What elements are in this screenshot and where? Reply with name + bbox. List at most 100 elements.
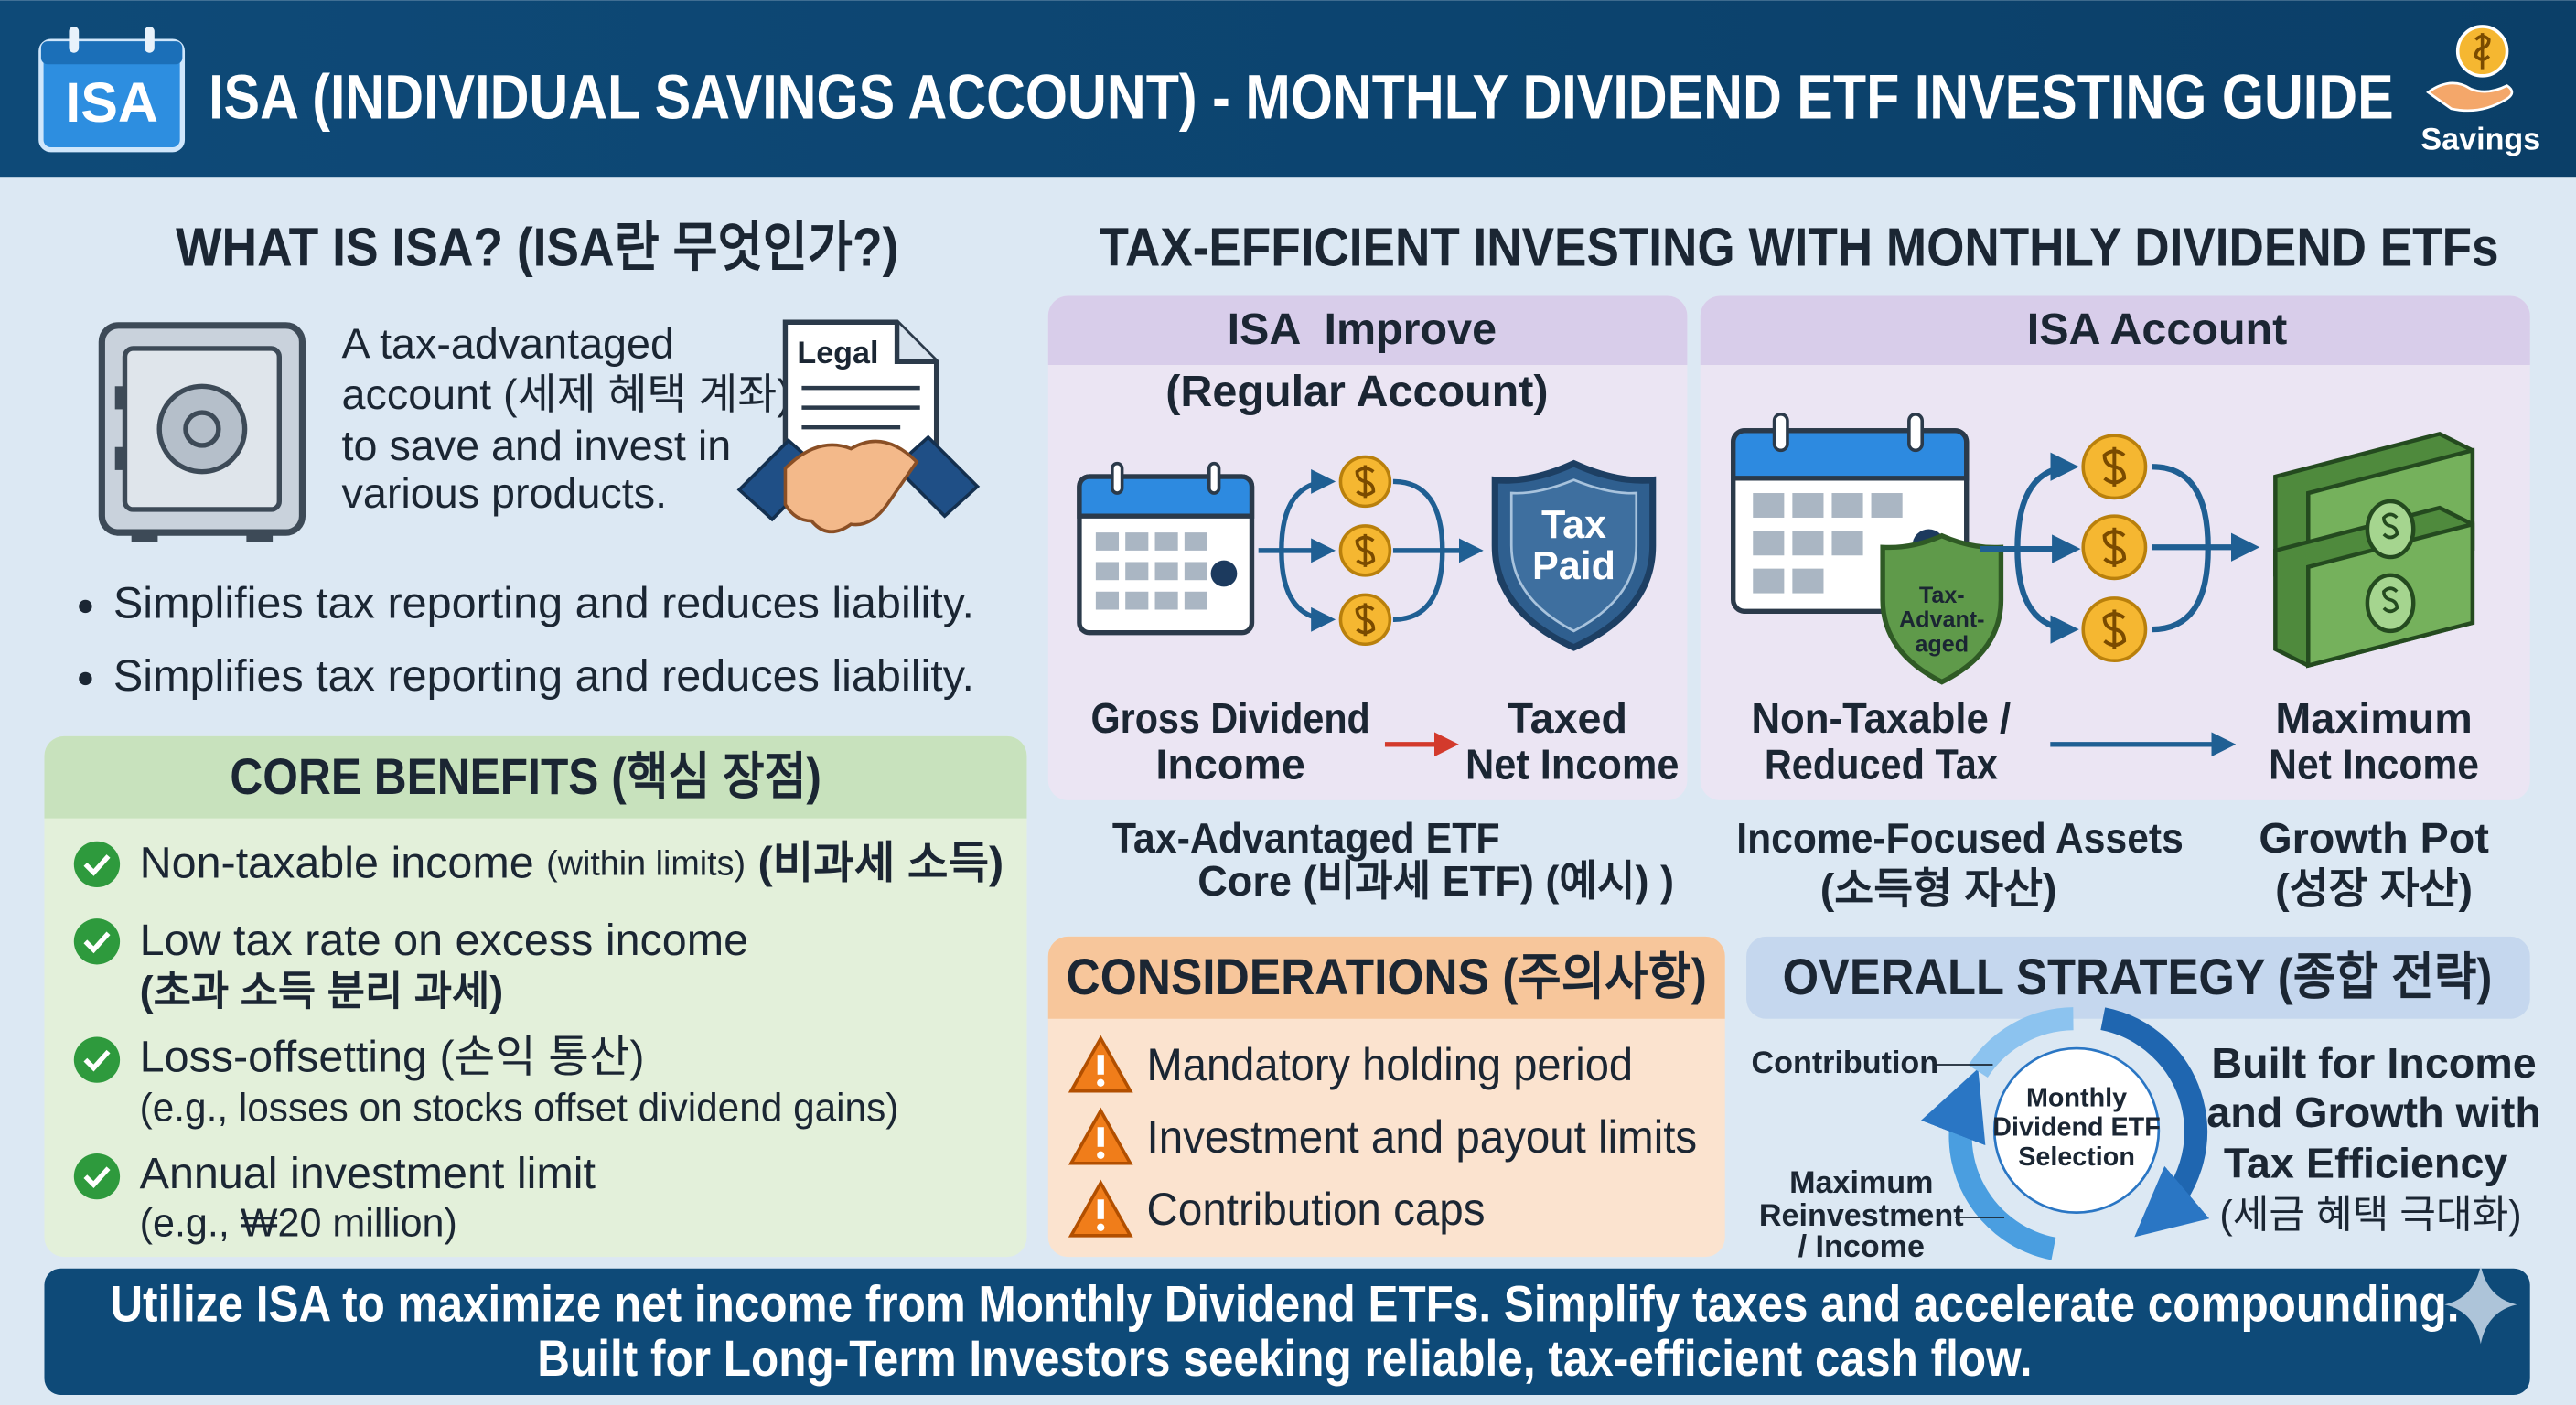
benefit-detail: (초과 소득 분리 과세) xyxy=(140,968,504,1014)
cycle-label: Contribution xyxy=(1752,1046,1939,1080)
bullet-dot xyxy=(79,599,92,614)
savings-icon: Savings xyxy=(2420,25,2540,157)
consideration-text: Mandatory holding period xyxy=(1147,1038,1634,1090)
check-icons-part xyxy=(73,1153,121,1200)
warning-icons-part-part xyxy=(1097,1151,1105,1159)
calendar-icon-part-part xyxy=(1095,532,1120,551)
text-part: (within limits) xyxy=(546,844,746,883)
isa-account-panel: ISA Account Tax- Advant- aged xyxy=(1700,295,2530,800)
text-part: Dividend ETF xyxy=(1992,1113,2161,1142)
calendar-icon-part xyxy=(1111,461,1124,495)
panel-title: CORE BENEFITS (핵심 장점) xyxy=(230,748,821,805)
overall-strategy: OVERALL STRATEGY (종합 전략) Monthly Dividen… xyxy=(1746,936,2541,1264)
panel-title: CONSIDERATIONS (주의사항) xyxy=(1067,949,1707,1005)
panel-header xyxy=(44,735,1027,819)
isa-badge: ISA xyxy=(38,26,186,153)
legal-handshake-icon-part xyxy=(801,385,920,430)
calendar-icon-part-part xyxy=(1753,531,1785,556)
check-icons-part xyxy=(83,1166,111,1189)
flow-arrows-part xyxy=(2014,452,2079,550)
money-stack-icon-part xyxy=(2365,573,2416,634)
benefit-text: Low tax rate on excess income xyxy=(140,916,748,965)
cycle-diagram-part xyxy=(2100,1007,2210,1238)
asset-label: (성장 자산) xyxy=(2275,865,2473,913)
flow-label: Income xyxy=(1155,740,1304,788)
flow-label: Net Income xyxy=(2269,740,2479,788)
check-icons xyxy=(73,841,121,1200)
calendar-icon xyxy=(1077,461,1255,636)
summary-text: Tax Efficiency xyxy=(2224,1140,2508,1187)
savings-icon-part xyxy=(2474,33,2491,70)
header-bar xyxy=(0,0,2576,178)
savings-icon-part xyxy=(2426,81,2514,113)
check-icons-part xyxy=(83,931,111,954)
flow-arrows-part xyxy=(2152,464,2254,633)
text-part: Non-taxable income xyxy=(140,839,534,888)
calendar-icon-part xyxy=(1208,461,1221,495)
safe-icon xyxy=(98,322,306,542)
text-part: ISA xyxy=(65,71,158,134)
what-is-section: WHAT IS ISA? (ISA란 무엇인가?) A tax-advantag… xyxy=(79,217,981,701)
check-icons-part xyxy=(73,841,121,888)
calendar-icon-part xyxy=(1753,493,1903,594)
panel-header: ISA Account xyxy=(2027,305,2288,354)
asset-label: Tax-Advantaged ETF xyxy=(1112,814,1500,862)
calendar-icon-part-part xyxy=(1154,532,1178,551)
benefit-text: Non-taxable income (within limits) (비과세 … xyxy=(140,839,1004,888)
safe-icon-part xyxy=(114,386,125,410)
cycle-label: Reinvestment xyxy=(1759,1198,1964,1233)
benefit-detail: (e.g., losses on stocks offset dividend … xyxy=(140,1087,899,1131)
warning-icons xyxy=(1068,1035,1133,1238)
benefit-text: Annual investment limit xyxy=(140,1149,596,1198)
text-part: Paid xyxy=(1532,544,1615,588)
text-part: (비과세 소득) xyxy=(757,839,1004,888)
cycle-label: Maximum xyxy=(1789,1165,1933,1200)
coin-icons-part xyxy=(1355,465,1376,637)
description-line: A tax-advantaged xyxy=(342,320,674,368)
legal-handshake-icon-part xyxy=(783,439,919,534)
asset-label: Growth Pot xyxy=(2259,814,2489,862)
considerations: CONSIDERATIONS (주의사항) Mandatory holding … xyxy=(1047,936,1725,1258)
footer-bar xyxy=(44,1268,2530,1395)
calendar-icon-part-part xyxy=(1871,493,1903,518)
calendar-icon-part-part xyxy=(1753,493,1785,518)
flow-label: Maximum xyxy=(2275,694,2472,742)
description-line: various products. xyxy=(342,469,668,517)
flow-label: Net Income xyxy=(1465,740,1679,788)
cycle-diagram-part xyxy=(1968,1007,2074,1078)
isa-badge-part xyxy=(69,26,80,53)
footer: Utilize ISA to maximize net income from … xyxy=(44,1265,2530,1395)
coin-icons-part xyxy=(2102,446,2127,649)
tax-paid-shield-part xyxy=(1509,478,1638,633)
coin-icons xyxy=(1338,455,1392,647)
money-stack-icon-part xyxy=(2365,499,2416,560)
calendar-icon-part-part xyxy=(1154,562,1178,581)
calendar-icon-part-part xyxy=(1095,591,1120,610)
flow-label: Gross Dividend xyxy=(1090,694,1369,742)
text-part: aged xyxy=(1915,632,1969,658)
flow-arrows xyxy=(1980,452,2254,644)
calendar-icon-part-part xyxy=(1125,591,1149,610)
panel-header: (Regular Account) xyxy=(1165,367,1548,416)
isa-account-panel-part xyxy=(1700,295,2530,365)
safe-icon-part xyxy=(131,529,158,542)
cycle-diagram-part xyxy=(1992,1046,2161,1214)
check-icons-part xyxy=(83,1049,111,1072)
benefit-text: Loss-offsetting (손익 통산) xyxy=(140,1032,645,1081)
calendar-icon-part xyxy=(1907,413,1925,453)
calendar-icon-part-part xyxy=(1792,568,1824,594)
bullet-text: Simplifies tax reporting and reduces lia… xyxy=(113,651,974,701)
legal-handshake-icon-part xyxy=(894,322,937,365)
tax-advantaged-shield: Tax- Advant- aged xyxy=(1880,532,2004,685)
description-line: account (세제 혜택 계좌) xyxy=(342,370,791,418)
flow-arrows-part xyxy=(1279,550,1336,632)
money-stack-icon xyxy=(2273,431,2475,669)
cycle-label: / Income xyxy=(1798,1229,1925,1264)
summary-text: Built for Income xyxy=(2211,1039,2536,1087)
bullet-dot xyxy=(79,671,92,686)
flow-label: Non-Taxable / xyxy=(1751,694,2011,742)
footer-text: Utilize ISA to maximize net income from … xyxy=(110,1275,2459,1332)
calendar-icon-part-part xyxy=(1184,532,1208,551)
